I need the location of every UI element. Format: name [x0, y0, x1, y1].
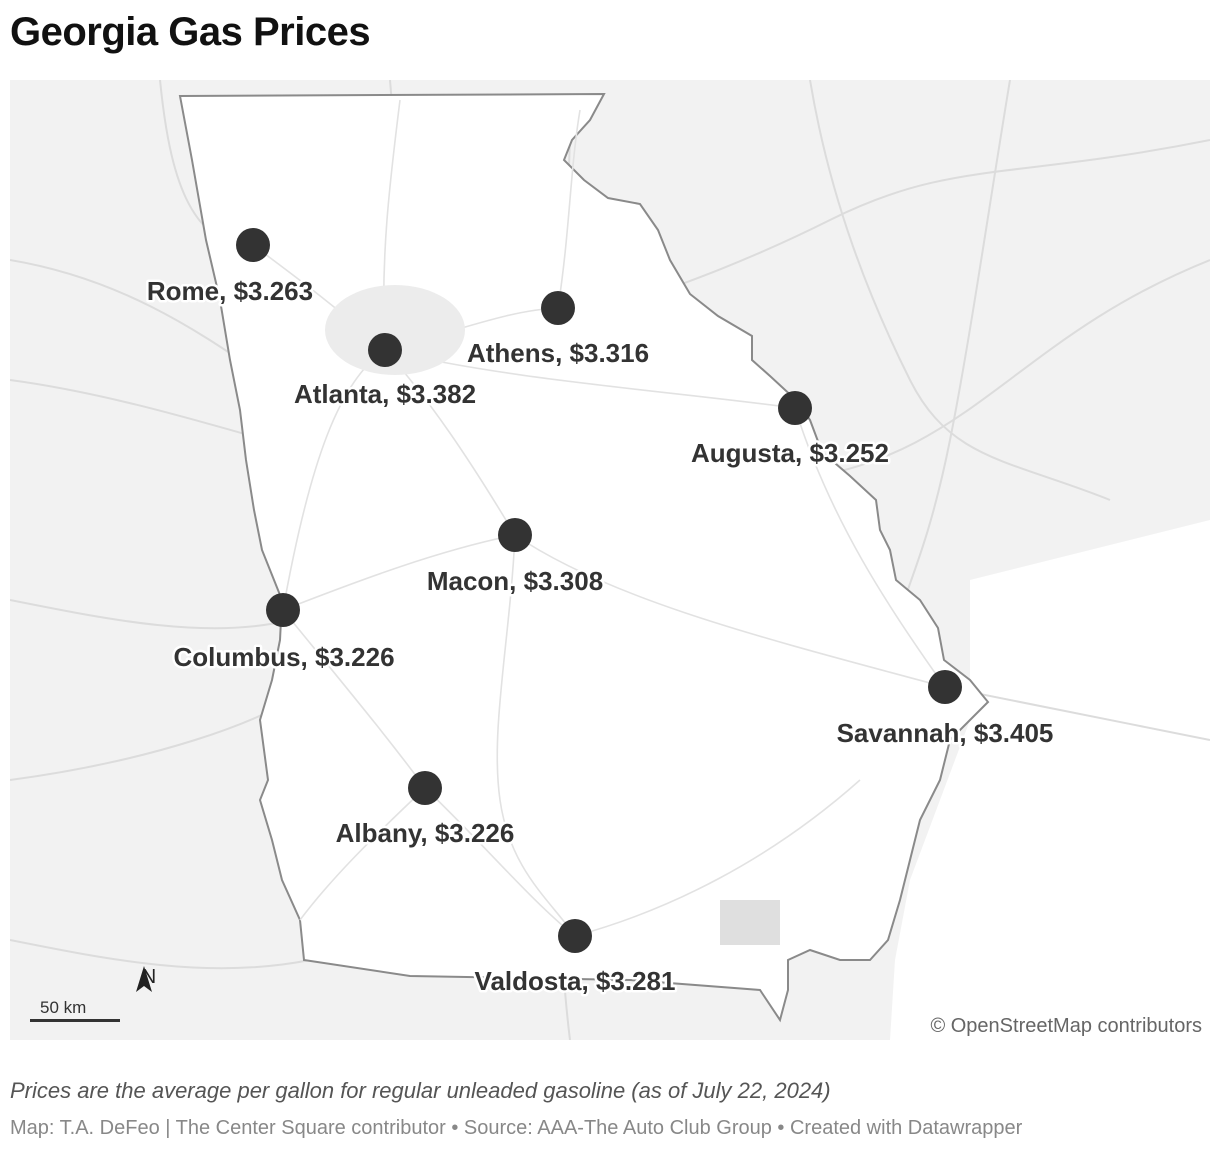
- city-label-macon: Macon, $3.308: [427, 566, 603, 596]
- scale-bar: 50 km: [30, 998, 120, 1022]
- city-marker-macon[interactable]: [498, 518, 532, 552]
- city-marker-albany[interactable]: [408, 771, 442, 805]
- map-title: Georgia Gas Prices: [10, 10, 371, 54]
- city-label-valdosta: Valdosta, $3.281: [475, 966, 676, 996]
- city-label-albany: Albany, $3.226: [336, 818, 515, 848]
- state-roads: [252, 99, 946, 937]
- footnote: Prices are the average per gallon for re…: [10, 1078, 831, 1103]
- park-area: [720, 900, 780, 945]
- north-arrow: N: [134, 966, 164, 1026]
- city-marker-valdosta[interactable]: [558, 919, 592, 953]
- ocean: [890, 520, 1210, 1040]
- city-marker-columbus[interactable]: [266, 593, 300, 627]
- credits: Map: T.A. DeFeo | The Center Square cont…: [10, 1117, 1023, 1139]
- city-marker-augusta[interactable]: [778, 391, 812, 425]
- city-label-columbus: Columbus, $3.226: [173, 642, 394, 672]
- map-attribution[interactable]: © OpenStreetMap contributors: [928, 1015, 1204, 1038]
- city-marker-athens[interactable]: [541, 291, 575, 325]
- scale-label: 50 km: [40, 998, 87, 1017]
- city-label-savannah: Savannah, $3.405: [837, 718, 1054, 748]
- basemap: Rome, $3.263 Atlanta, $3.382 Athens, $3.31…: [10, 80, 1210, 1040]
- city-label-augusta: Augusta, $3.252: [691, 438, 889, 468]
- city-label-athens: Athens, $3.316: [467, 338, 649, 368]
- city-marker-atlanta[interactable]: [368, 333, 402, 367]
- atlanta-urban: [325, 285, 465, 375]
- city-markers: Rome, $3.263 Atlanta, $3.382 Athens, $3.31…: [144, 228, 1056, 999]
- north-arrow-icon: [136, 966, 152, 992]
- city-marker-savannah[interactable]: [928, 670, 962, 704]
- city-label-atlanta: Atlanta, $3.382: [294, 379, 476, 409]
- map-area[interactable]: Rome, $3.263 Atlanta, $3.382 Athens, $3.31…: [10, 80, 1210, 1040]
- city-label-rome: Rome, $3.263: [147, 276, 313, 306]
- city-marker-rome[interactable]: [236, 228, 270, 262]
- scale-line: [30, 1019, 120, 1022]
